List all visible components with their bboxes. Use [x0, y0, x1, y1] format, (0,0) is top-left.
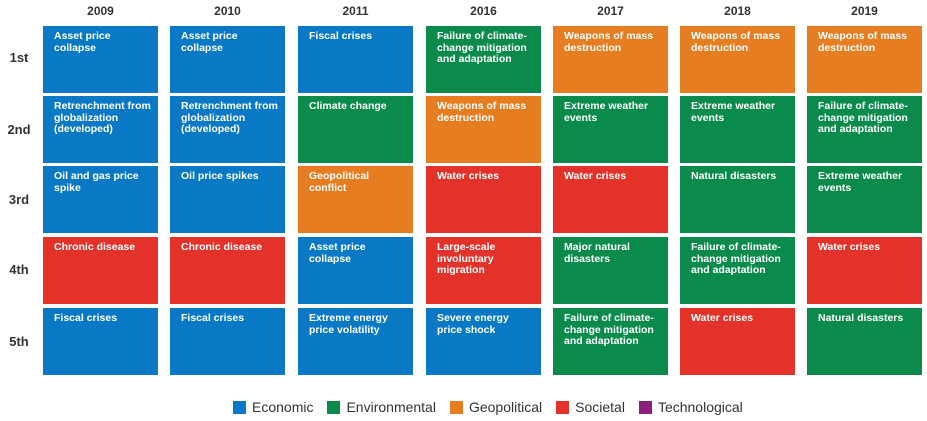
risk-cell-2010-1st: Asset price collapse: [170, 26, 285, 93]
risk-cell-2018-5th: Water crises: [680, 308, 795, 375]
risk-cell-2016-5th: Severe energy price shock: [426, 308, 541, 375]
risk-cell-2018-1st: Weapons of mass destruction: [680, 26, 795, 93]
risk-cell-2017-5th: Failure of climate-change mitigation and…: [553, 308, 668, 375]
risk-cell-2011-4th: Asset price collapse: [298, 237, 413, 304]
year-header-2010: 2010: [214, 4, 241, 18]
risk-cell-2019-4th: Water crises: [807, 237, 922, 304]
risk-cell-2010-2nd: Retrenchment from globalization (develop…: [170, 96, 285, 163]
risk-cell-2011-3rd: Geopolitical conflict: [298, 166, 413, 233]
legend-label: Environmental: [346, 399, 436, 415]
rank-label-1st: 1st: [9, 50, 29, 65]
year-header-2009: 2009: [87, 4, 114, 18]
legend-label: Technological: [657, 399, 743, 415]
legend-swatch-economic: [233, 400, 246, 414]
risk-cell-2016-3rd: Water crises: [426, 166, 541, 233]
risk-cell-2009-1st: Asset price collapse: [43, 26, 158, 93]
risk-cell-2018-3rd: Natural disasters: [680, 166, 795, 233]
risk-cell-2017-3rd: Water crises: [553, 166, 668, 233]
risk-cell-2010-5th: Fiscal crises: [170, 308, 285, 375]
risk-cell-2018-2nd: Extreme weather events: [680, 96, 795, 163]
risk-cell-2009-2nd: Retrenchment from globalization (develop…: [43, 96, 158, 163]
risk-cell-2016-4th: Large-scale involuntary migration: [426, 237, 541, 304]
year-header-2019: 2019: [851, 4, 878, 18]
risk-cell-2009-4th: Chronic disease: [43, 237, 158, 304]
legend-swatch-technological: [638, 400, 652, 414]
chart-legend: Economic Environmental Geopolitical Societa…: [233, 398, 757, 416]
year-header-2016: 2016: [470, 4, 497, 18]
risk-cell-2019-5th: Natural disasters: [807, 308, 922, 375]
year-header-2017: 2017: [597, 4, 624, 18]
rank-label-3rd: 3rd: [8, 192, 30, 207]
legend-label: Economic: [252, 399, 314, 415]
year-header-2011: 2011: [342, 4, 369, 18]
risk-cell-2017-2nd: Extreme weather events: [553, 96, 668, 163]
legend-item-environmental: Environmental: [327, 399, 436, 415]
risk-cell-2011-5th: Extreme energy price volatility: [298, 308, 413, 375]
legend-swatch-geopolitical: [449, 400, 463, 414]
risk-cell-2009-3rd: Oil and gas price spike: [43, 166, 158, 233]
risk-cell-2010-3rd: Oil price spikes: [170, 166, 285, 233]
risk-cell-2011-1st: Fiscal crises: [298, 26, 413, 93]
risk-cell-2016-1st: Failure of climate-change mitigation and…: [426, 26, 541, 93]
risk-cell-2017-1st: Weapons of mass destruction: [553, 26, 668, 93]
legend-label: Societal: [575, 399, 625, 415]
risk-cell-2019-2nd: Failure of climate-change mitigation and…: [807, 96, 922, 163]
risk-cell-2019-3rd: Extreme weather events: [807, 166, 922, 233]
risk-cell-2010-4th: Chronic disease: [170, 237, 285, 304]
legend-item-geopolitical: Geopolitical: [449, 399, 543, 415]
legend-item-economic: Economic: [233, 399, 313, 415]
rank-label-5th: 5th: [9, 334, 29, 349]
risk-cell-2019-1st: Weapons of mass destruction: [807, 26, 922, 93]
rank-label-4th: 4th: [9, 262, 29, 277]
legend-label: Geopolitical: [468, 399, 543, 415]
risk-cell-2011-2nd: Climate change: [298, 96, 413, 163]
legend-swatch-environmental: [327, 400, 341, 414]
legend-item-societal: Societal: [556, 399, 625, 415]
rank-label-2nd: 2nd: [7, 122, 31, 137]
legend-swatch-societal: [556, 400, 570, 414]
risk-cell-2016-2nd: Weapons of mass destruction: [426, 96, 541, 163]
risk-cell-2009-5th: Fiscal crises: [43, 308, 158, 375]
risk-cell-2017-4th: Major natural disasters: [553, 237, 668, 304]
legend-item-technological: Technological: [638, 399, 743, 415]
year-header-2018: 2018: [724, 4, 751, 18]
risk-cell-2018-4th: Failure of climate-change mitigation and…: [680, 237, 795, 304]
